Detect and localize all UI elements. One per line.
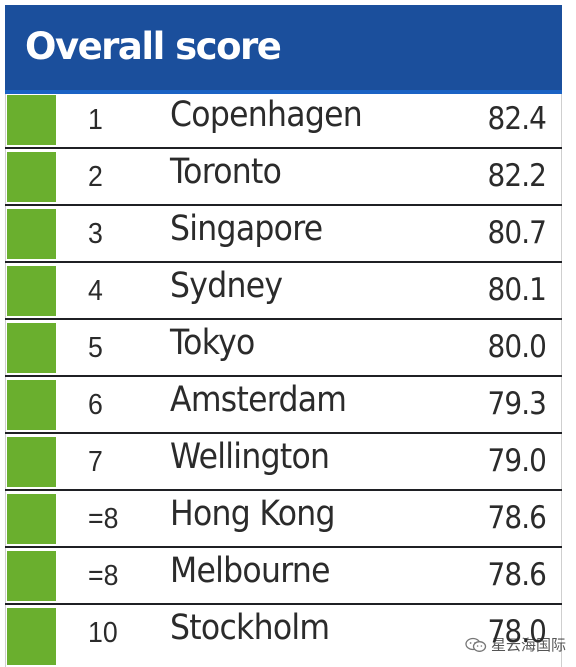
city-cell: Toronto <box>170 152 282 192</box>
score-cell: 78.0 <box>487 614 546 650</box>
score-cell: 78.6 <box>487 500 546 536</box>
row-color-swatch <box>7 551 56 601</box>
row-color-swatch <box>7 380 56 430</box>
table-row: 5 Tokyo 80.0 <box>5 322 562 377</box>
city-cell: Wellington <box>170 437 330 477</box>
score-cell: 82.2 <box>487 158 546 194</box>
score-cell: 80.0 <box>487 329 546 365</box>
rank-cell: 10 <box>88 617 118 649</box>
city-cell: Tokyo <box>170 323 255 363</box>
rank-cell: =8 <box>88 503 119 535</box>
city-cell: Sydney <box>170 266 283 306</box>
row-color-swatch <box>7 95 56 145</box>
rank-cell: 5 <box>88 332 103 364</box>
score-cell: 80.1 <box>487 272 546 308</box>
city-cell: Copenhagen <box>170 95 363 135</box>
rank-cell: 7 <box>88 446 103 478</box>
table-frame <box>5 5 562 667</box>
table-row: 3 Singapore 80.7 <box>5 208 562 263</box>
row-color-swatch <box>7 323 56 373</box>
row-color-swatch <box>7 266 56 316</box>
row-color-swatch <box>7 437 56 487</box>
chart-title: Overall score <box>25 25 282 68</box>
table-row: =8 Melbourne 78.6 <box>5 550 562 605</box>
score-cell: 80.7 <box>487 215 546 251</box>
row-color-swatch <box>7 608 56 665</box>
table-row: 10 Stockholm 78.0 <box>5 607 562 667</box>
city-cell: Stockholm <box>170 608 330 648</box>
table-row: 2 Toronto 82.2 <box>5 151 562 206</box>
row-color-swatch <box>7 209 56 259</box>
city-cell: Hong Kong <box>170 494 336 534</box>
row-color-swatch <box>7 494 56 544</box>
city-cell: Melbourne <box>170 551 331 591</box>
rank-cell: 6 <box>88 389 103 421</box>
table-row: 7 Wellington 79.0 <box>5 436 562 491</box>
rank-cell: 4 <box>88 275 103 307</box>
rank-cell: 3 <box>88 218 103 250</box>
watermark: 星云海国际 <box>465 634 566 655</box>
score-cell: 82.4 <box>487 101 546 137</box>
score-cell: 79.3 <box>487 386 546 422</box>
rank-cell: =8 <box>88 560 119 592</box>
table-row: 4 Sydney 80.1 <box>5 265 562 320</box>
table-row: 6 Amsterdam 79.3 <box>5 379 562 434</box>
table-row: 1 Copenhagen 82.4 <box>5 94 562 149</box>
city-cell: Singapore <box>170 209 323 249</box>
rank-cell: 1 <box>88 104 103 136</box>
score-cell: 78.6 <box>487 557 546 593</box>
city-cell: Amsterdam <box>170 380 347 420</box>
row-color-swatch <box>7 152 56 202</box>
rank-cell: 2 <box>88 161 103 193</box>
table-header: Overall score <box>5 5 562 94</box>
table-row: =8 Hong Kong 78.6 <box>5 493 562 548</box>
wechat-icon <box>465 637 487 652</box>
score-cell: 79.0 <box>487 443 546 479</box>
watermark-text: 星云海国际 <box>490 636 566 654</box>
